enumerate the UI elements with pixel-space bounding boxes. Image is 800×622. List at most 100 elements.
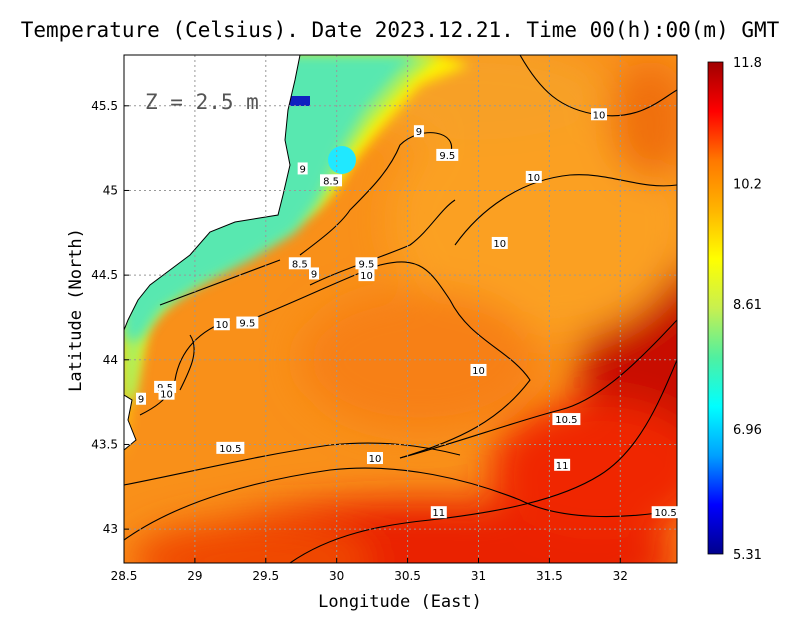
x-tick-label: 29.5 <box>252 569 279 583</box>
x-tick-label: 28.5 <box>111 569 138 583</box>
contour-label: 10 <box>491 236 508 250</box>
contour-label: 10 <box>213 318 230 331</box>
contour-label-text: 10 <box>472 366 485 377</box>
contour-label-bg <box>470 363 487 376</box>
land-mass-south <box>124 394 137 451</box>
contour-label-bg <box>552 413 581 426</box>
contour-label-text: 9 <box>311 269 317 280</box>
contour-label-bg <box>366 452 383 465</box>
y-axis-ticks: 43 43.5 44 44.5 45 45.5 <box>91 99 129 536</box>
x-tick-label: 31.5 <box>536 569 563 583</box>
contour-label: 9 <box>309 267 320 280</box>
field-shading <box>130 55 677 563</box>
contour-label: 10 <box>158 387 175 401</box>
contour-label-text: 10.5 <box>555 415 577 426</box>
contour-label-text: 10 <box>593 110 606 121</box>
x-tick-label: 30 <box>329 569 344 583</box>
contour-label-bg <box>651 506 680 519</box>
contour-label: 11 <box>554 458 571 472</box>
contour-label-text: 9 <box>299 164 305 175</box>
contour-label: 10 <box>591 108 608 121</box>
contour-label: 9 <box>136 392 147 406</box>
y-axis-title: Latitude (North) <box>66 228 86 392</box>
contour-label: 9.5 <box>236 316 259 330</box>
contour-label-text: 11 <box>556 461 569 472</box>
contour-label-text: 10.5 <box>655 508 677 519</box>
contour-labels: 1099.598.510108.59.5910109.5109.510910.5… <box>136 108 680 519</box>
colorbar <box>707 61 724 555</box>
contour-label-text: 10 <box>160 390 173 401</box>
contour-label-text: 8.5 <box>292 259 308 270</box>
contour-label-bg <box>320 174 343 187</box>
plot-border <box>123 54 678 564</box>
x-tick-label: 31 <box>471 569 486 583</box>
contour-label-bg <box>297 162 308 175</box>
contour-label-text: 8.5 <box>323 176 339 187</box>
y-tick-label: 45.5 <box>91 99 118 113</box>
contour-label-text: 10 <box>493 239 506 250</box>
contour-label-bg <box>430 506 447 519</box>
contour-lines <box>124 55 677 563</box>
contour-label-text: 11 <box>432 508 445 519</box>
contour-label: 8.5 <box>288 257 311 270</box>
x-tick-label: 29 <box>187 569 202 583</box>
x-axis-title: Longitude (East) <box>318 592 482 612</box>
contour-label-bg <box>358 269 375 282</box>
chart-title: Temperature (Celsius). Date 2023.12.21. … <box>21 18 780 42</box>
contour-label-bg <box>158 387 175 400</box>
contour-label-text: 9 <box>138 395 144 406</box>
colorbar-tick-label: 6.96 <box>733 423 762 438</box>
contour-label: 10 <box>525 170 542 184</box>
x-tick-label: 32 <box>613 569 628 583</box>
contour-label: 9 <box>413 125 424 138</box>
contour-label: 10.5 <box>552 413 581 426</box>
contour-label-text: 9.5 <box>239 319 255 330</box>
contour-label-text: 9 <box>416 127 422 138</box>
colorbar-tick-label: 11.8 <box>733 56 762 71</box>
temperature-field <box>124 55 677 563</box>
contour-label-bg <box>554 458 571 471</box>
contour-label: 10.5 <box>216 441 245 455</box>
contour-label: 9.5 <box>355 257 378 270</box>
y-tick-label: 43 <box>103 522 118 536</box>
contour-label: 10 <box>366 452 383 465</box>
contour-label: 11 <box>430 506 447 519</box>
depth-annotation: Z = 2.5 m <box>145 90 259 114</box>
contour-label: 9 <box>297 162 308 175</box>
x-axis-ticks: 28.5 29 29.5 30 30.5 31 31.5 32 <box>111 558 628 583</box>
contour-label-bg <box>213 318 230 331</box>
contour-label-text: 9.5 <box>439 151 455 162</box>
y-tick-label: 44.5 <box>91 268 118 282</box>
cold-spot <box>328 146 356 174</box>
grid-lines <box>124 55 677 563</box>
contour-label: 9.5 <box>436 148 459 162</box>
contour-label-bg <box>525 170 542 183</box>
contour-label-text: 10 <box>369 454 382 465</box>
contour-label-bg <box>491 236 508 249</box>
contour-label-text: 10 <box>527 173 540 184</box>
land-mass <box>124 55 301 331</box>
contour-label: 10 <box>358 269 375 282</box>
contour-label-text: 9.5 <box>359 259 375 270</box>
contour-label-bg <box>413 125 424 138</box>
colorbar-tick-label: 8.61 <box>733 298 762 313</box>
contour-label-bg <box>288 257 311 270</box>
colorbar-ticks: 11.8 10.2 8.61 6.96 5.31 <box>733 56 762 563</box>
contour-label: 8.5 <box>320 174 343 187</box>
y-tick-label: 45 <box>103 183 118 197</box>
y-tick-label: 43.5 <box>91 437 118 451</box>
contour-label-bg <box>591 108 608 121</box>
contour-label-bg <box>436 148 459 161</box>
contour-label-text: 10 <box>215 320 228 331</box>
contour-label-bg <box>355 257 378 270</box>
contour-label-bg <box>136 392 147 405</box>
contour-label-text: 10.5 <box>219 444 241 455</box>
contour-label-bg <box>236 316 259 329</box>
cold-coastal-spot <box>286 96 310 106</box>
colorbar-tick-label: 10.2 <box>733 177 762 192</box>
contour-label-bg <box>216 441 245 454</box>
y-tick-label: 44 <box>103 353 118 367</box>
contour-label-text: 10 <box>360 271 373 282</box>
